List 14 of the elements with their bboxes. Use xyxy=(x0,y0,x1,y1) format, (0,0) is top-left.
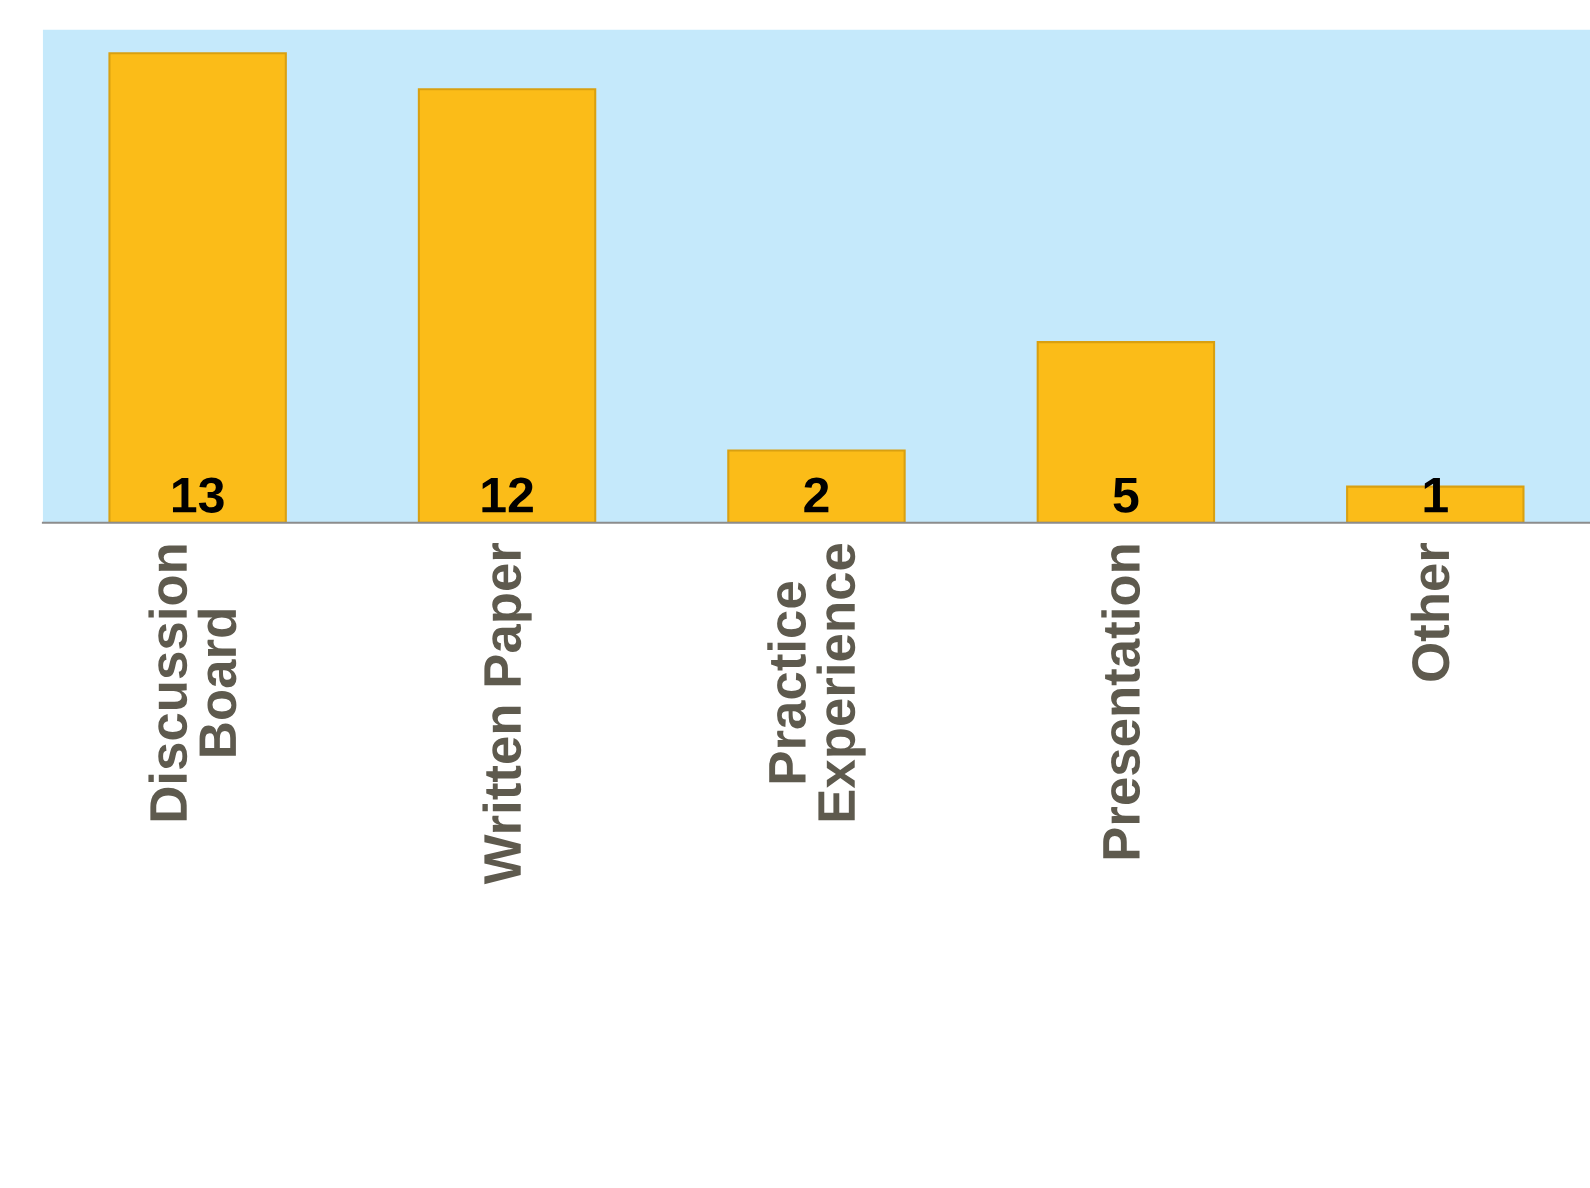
data-label: 1 xyxy=(1424,477,1448,513)
data-label: 2 xyxy=(804,477,829,513)
bar xyxy=(1036,341,1216,523)
data-label: 12 xyxy=(482,477,533,513)
data-label: 5 xyxy=(1113,477,1139,513)
bar xyxy=(108,52,287,523)
x-tick-label: Practice Experience xyxy=(767,543,866,821)
x-tick-label: Discussion Board xyxy=(148,545,237,821)
x-tick-label: Written Paper xyxy=(482,542,532,885)
data-label: 13 xyxy=(172,477,224,513)
bar xyxy=(417,88,597,523)
bar xyxy=(727,449,906,523)
x-tick-label: Presentation xyxy=(1101,545,1141,859)
x-tick-label: Other xyxy=(1410,542,1450,681)
